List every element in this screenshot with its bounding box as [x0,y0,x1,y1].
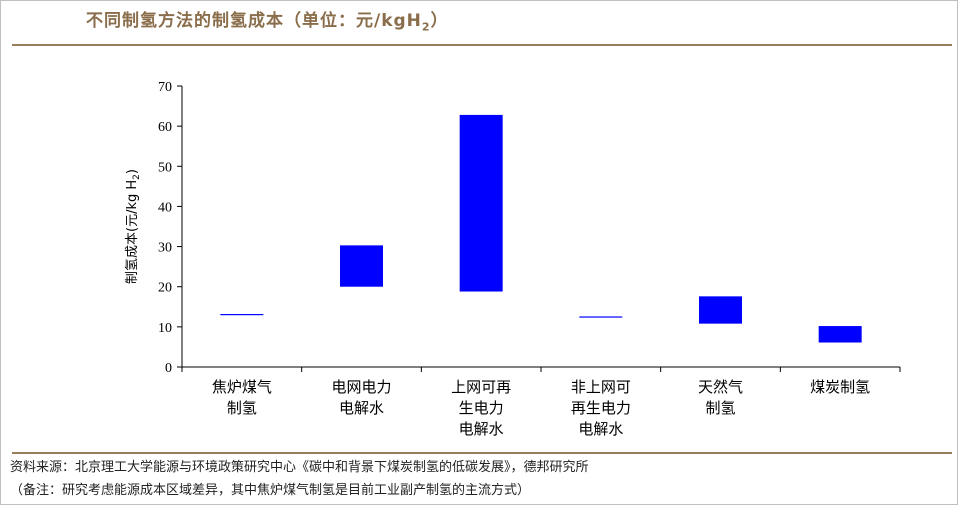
y-tick-label: 0 [165,361,172,376]
figure-title: 不同制氢方法的制氢成本（单位：元/kgH2） [86,11,449,34]
source-line-1: 资料来源：北京理工大学能源与环境政策研究中心《碳中和背景下煤炭制氢的低碳发展》，… [10,460,589,475]
x-category-label: 天然气 [698,378,743,396]
x-category-label: 制氢 [227,399,257,417]
x-category-label: 非上网可 [571,378,631,396]
y-tick-label: 50 [158,160,172,175]
x-category-label: 焦炉煤气 [212,378,272,396]
bar [220,314,264,316]
bar [818,326,862,343]
source-line-2: （备注：研究考虑能源成本区域差异，其中焦炉煤气制氢是目前工业副产制氢的主流方式） [10,483,531,498]
y-tick-label: 30 [158,241,172,256]
x-category-label: 煤炭制氢 [810,378,870,396]
bar [579,316,623,318]
chart: 010203040506070焦炉煤气制氢电网电力电解水上网可再生电力电解水非上… [125,80,901,438]
y-tick-label: 40 [158,200,172,215]
bar [459,114,503,292]
x-category-label: 电解水 [339,399,384,417]
source-divider [12,452,952,454]
title-divider [12,44,952,46]
x-category-label: 再生电力 [571,399,631,417]
y-tick-label: 10 [158,321,172,336]
x-category-label: 电网电力 [331,378,391,396]
x-category-label: 电解水 [459,420,504,438]
bar [699,296,742,324]
source-note: 资料来源：北京理工大学能源与环境政策研究中心《碳中和背景下煤炭制氢的低碳发展》，… [10,456,589,502]
y-axis-label: 制氢成本(元/kg H2) [125,169,142,284]
x-category-label: 电解水 [578,420,623,438]
y-tick-label: 70 [158,80,172,95]
bar [340,245,383,287]
x-category-label: 制氢 [705,399,735,417]
x-category-label: 上网可再 [451,378,511,396]
y-tick-label: 20 [158,281,172,296]
y-tick-label: 60 [158,120,172,135]
x-category-label: 生电力 [459,399,504,417]
